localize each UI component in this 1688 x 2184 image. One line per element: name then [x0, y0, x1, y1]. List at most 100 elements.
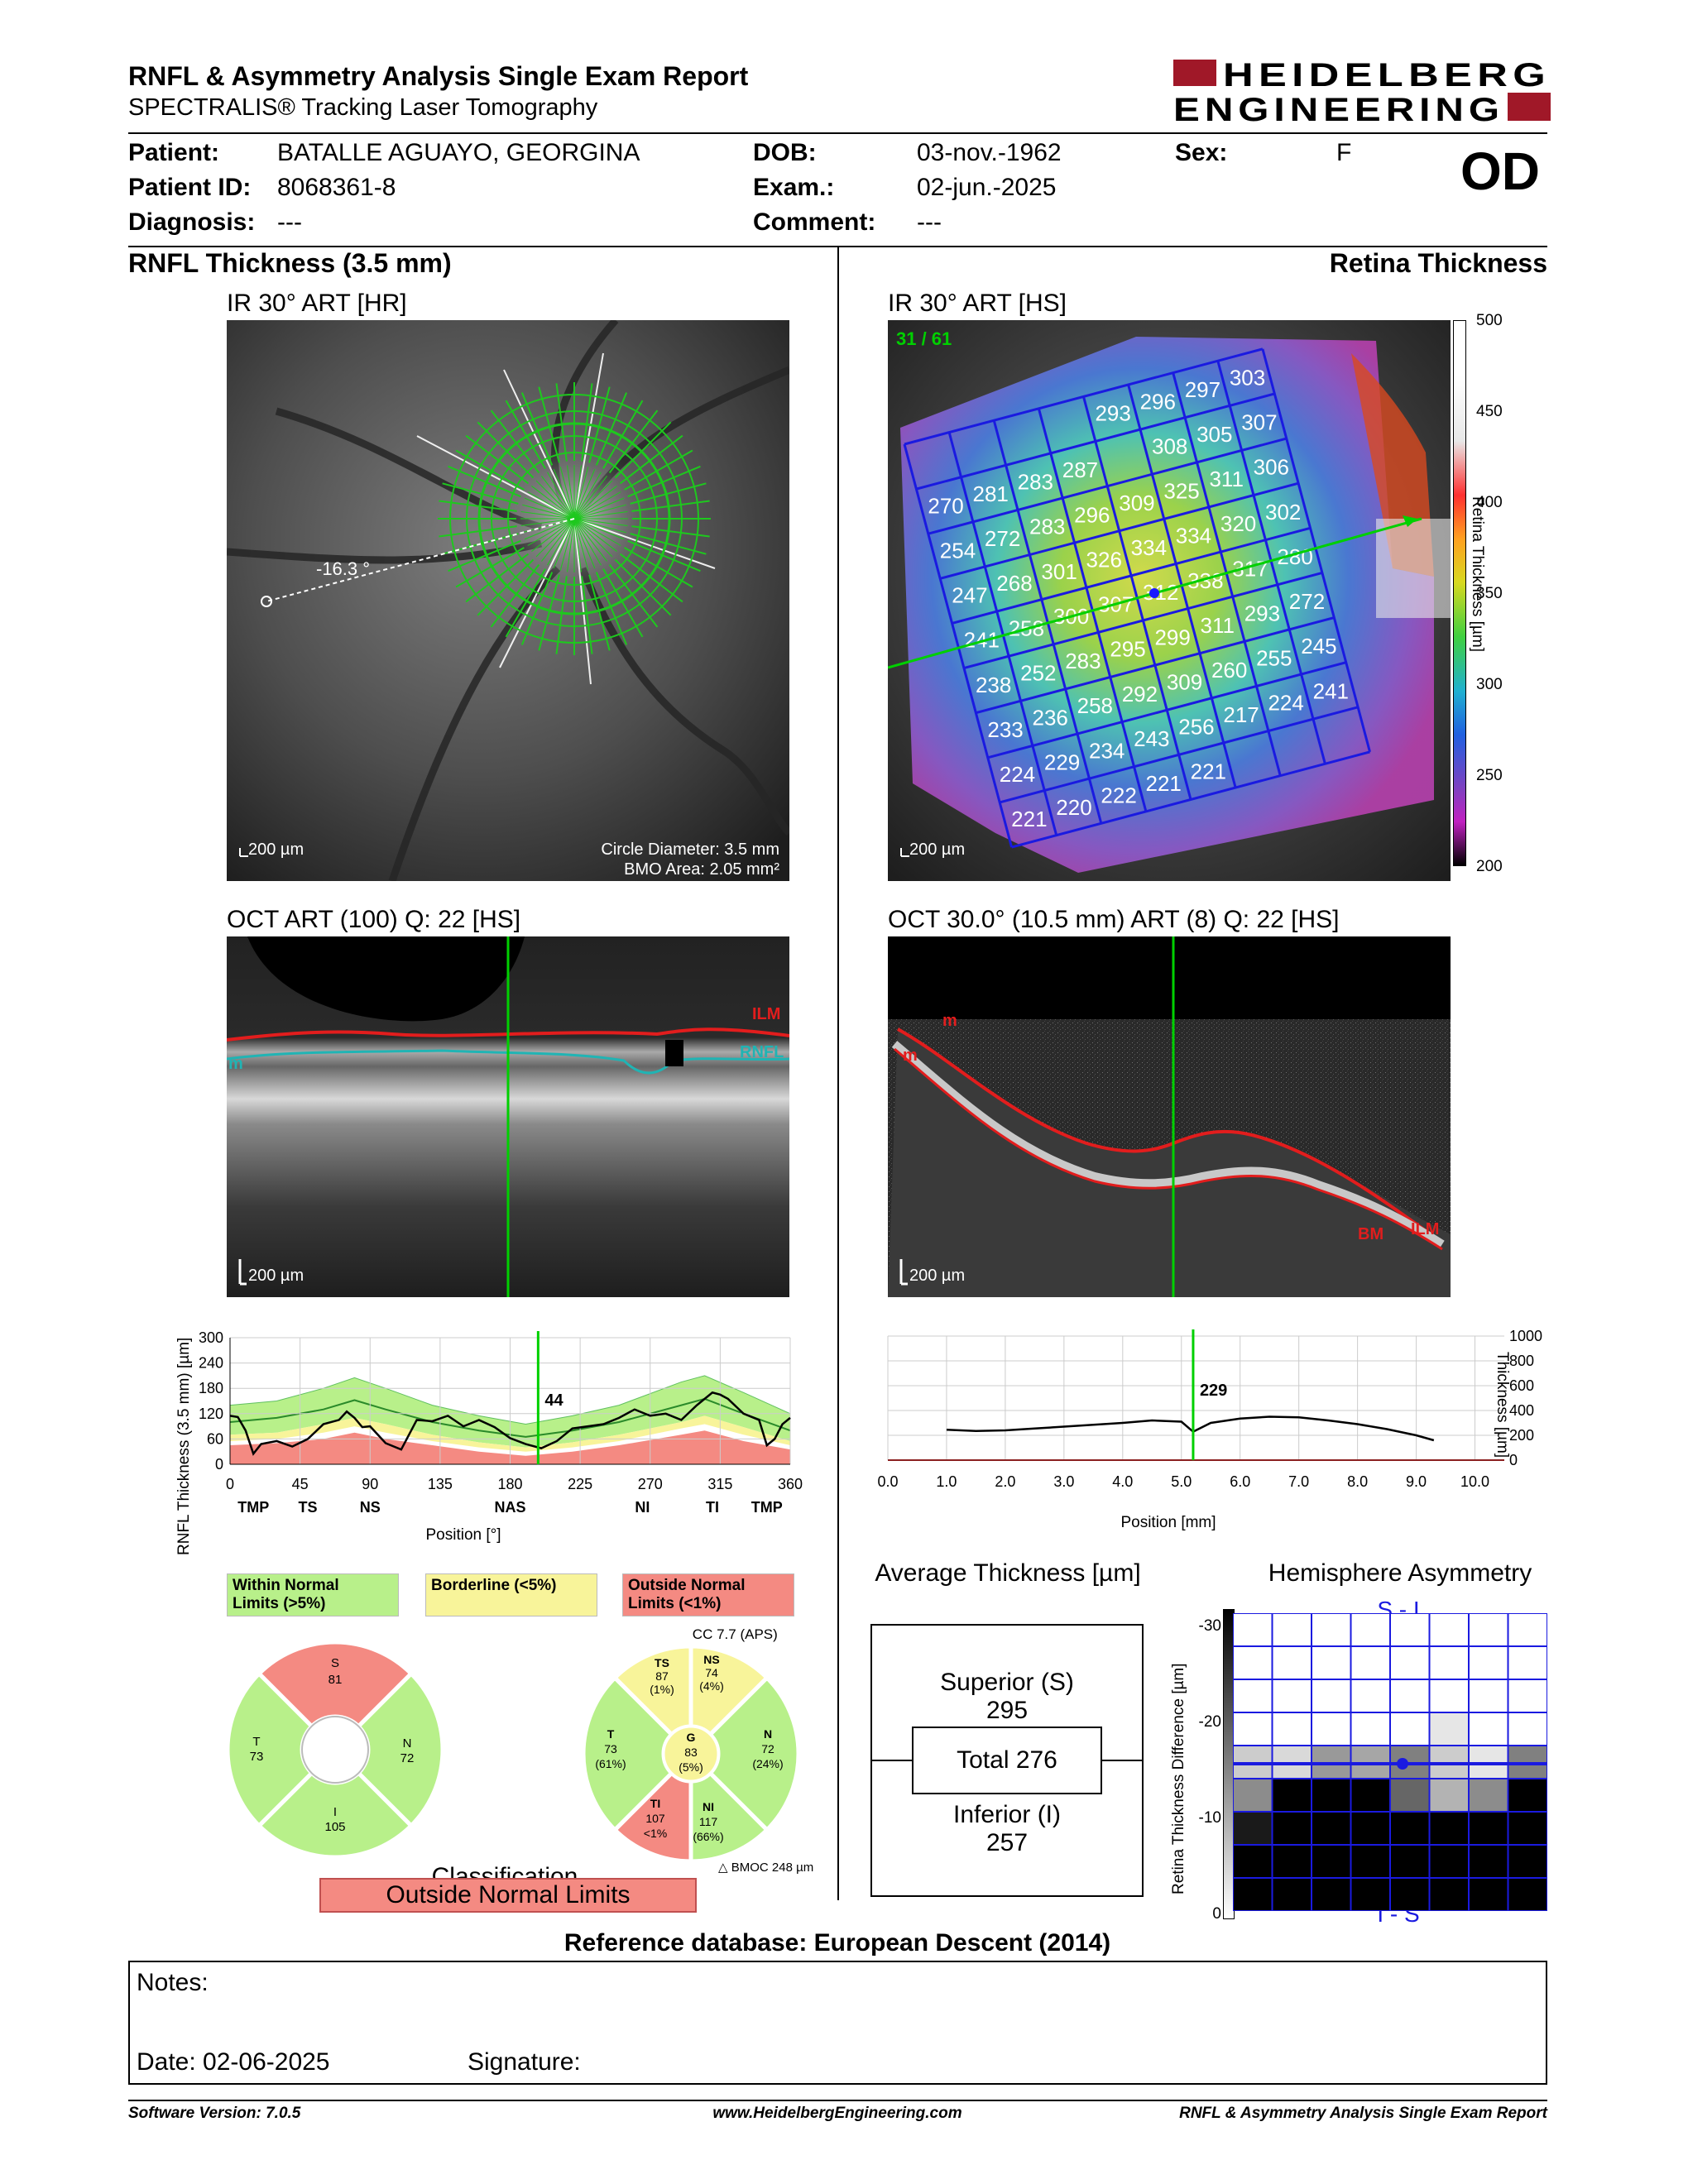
grid-value: 283	[1065, 649, 1101, 673]
y-tick-label: 180	[199, 1380, 223, 1396]
scan-spoke	[477, 558, 535, 616]
scan-spoke-inner	[567, 518, 575, 572]
asym-cell	[1428, 1645, 1470, 1680]
svg-text:ENGINEERING: ENGINEERING	[1173, 92, 1504, 124]
x-tick-label: 135	[428, 1476, 453, 1492]
scan-spoke-inner	[524, 518, 575, 540]
sector-T-detail: T	[607, 1727, 615, 1741]
circle-diameter-label: Circle Diameter: 3.5 mm	[601, 841, 779, 859]
dob-label: DOB:	[753, 139, 817, 166]
scan-spoke	[520, 572, 554, 645]
y-tick-label: 200	[1509, 1427, 1534, 1444]
sector-tick-label: NI	[635, 1499, 650, 1516]
scan-spoke	[505, 400, 546, 469]
notes-box: Notes: Date: 02-06-2025 Signature:	[128, 1961, 1547, 2085]
asym-cell	[1350, 1844, 1391, 1879]
grid-value: 224	[1268, 691, 1303, 716]
grid-value: 221	[1011, 807, 1047, 831]
asym-cell	[1233, 1679, 1273, 1713]
grid-value: 272	[1289, 589, 1325, 614]
sector-T-detail-pct: (61%)	[595, 1757, 626, 1770]
x-tick-label: 6.0	[1230, 1473, 1250, 1490]
asym-cell	[1507, 1613, 1547, 1647]
grid-value: 221	[1146, 771, 1182, 796]
scan-spoke	[627, 539, 701, 572]
x-tick-label: 1.0	[936, 1473, 957, 1490]
scan-spoke-inner	[573, 476, 607, 520]
scan-spoke	[630, 482, 707, 505]
sector-N-detail-value: 72	[761, 1742, 774, 1755]
grid-line	[1261, 348, 1371, 753]
asym-cell	[1428, 1613, 1470, 1647]
grid-value: 307	[1241, 410, 1277, 435]
sector-T-value: 73	[250, 1750, 264, 1764]
x-tick-label: 90	[362, 1476, 378, 1492]
grid-value: 281	[973, 481, 1009, 506]
x-tick-label: 270	[638, 1476, 663, 1492]
scan-spoke-inner	[547, 472, 575, 520]
scan-spoke-inner	[573, 518, 626, 534]
asym-cell	[1389, 1613, 1431, 1647]
scan-spoke-inner	[573, 518, 613, 558]
m-label-right-2: m	[903, 1046, 918, 1065]
asym-cell	[1468, 1712, 1509, 1746]
bmo-area-label: BMO Area: 2.05 mm²	[624, 860, 779, 879]
m-label-left: m	[228, 1055, 243, 1073]
y-tick-label: 300	[199, 1329, 223, 1346]
colorbar-tick: 300	[1476, 676, 1503, 693]
x-tick-label: 180	[497, 1476, 522, 1492]
scan-spoke	[439, 500, 517, 512]
sector-tick-label: TS	[299, 1499, 318, 1516]
scan-spoke	[465, 553, 530, 603]
grid-value: 293	[1244, 601, 1280, 625]
retina-thickness-chart: 0 200 400 600 800 1000 0.0 1.0 2.0 3.0 4.0 5.0 6.0 7.…	[877, 1328, 1542, 1490]
scan-spoke-inner	[573, 518, 589, 571]
asym-cell	[1350, 1778, 1391, 1813]
footer-report-name: RNFL & Asymmetry Analysis Single Exam Re…	[1179, 2105, 1547, 2122]
scan-spoke-inner	[553, 468, 575, 520]
scan-spoke	[490, 563, 540, 628]
sector-NS-pct: (4%)	[699, 1679, 724, 1693]
signature-label: Signature:	[468, 2048, 581, 2076]
grid-value: 270	[928, 493, 963, 518]
scan-spoke	[619, 434, 683, 485]
y-tick-label: 1000	[1509, 1328, 1542, 1344]
scan-spoke	[442, 482, 519, 505]
y-tick-label: 600	[1509, 1377, 1534, 1394]
rnfl-thickness-chart: 0 60 120 180 240 300 0 45 90 135 180 225 270 315 360 TM…	[199, 1329, 803, 1516]
sector-T: T	[252, 1735, 260, 1749]
scan-spoke-inner	[573, 518, 582, 572]
inferior-thickness: Inferior (I) 257	[952, 1801, 1062, 1856]
sector-TI-pct: <1%	[644, 1827, 667, 1840]
asym-cell	[1311, 1613, 1352, 1647]
grid-value: 303	[1230, 365, 1265, 390]
total-thickness: Total 276	[912, 1727, 1102, 1794]
scan-spoke-inner	[573, 467, 589, 520]
grid-line	[1216, 360, 1326, 764]
colorbar-label: Retina Thickness [µm]	[1469, 496, 1486, 652]
grid-value: 297	[1185, 377, 1220, 402]
scan-spoke	[538, 574, 560, 651]
scan-spoke-inner	[559, 467, 575, 520]
asym-axis-label: Retina Thickness Difference [µm]	[1170, 1663, 1187, 1894]
asym-cell	[1271, 1844, 1312, 1879]
asym-cell	[1468, 1613, 1509, 1647]
average-box: Superior (S) 295 Total 276 Inferior (I) 25…	[870, 1624, 1144, 1897]
scan-spoke-inner	[535, 518, 575, 558]
sector-tick-label: NAS	[494, 1499, 525, 1516]
scan-spoke	[602, 568, 644, 638]
scan-spoke-inner	[573, 468, 596, 520]
x-tick-label: 360	[778, 1476, 803, 1492]
grid-value: 292	[1122, 682, 1158, 706]
scan-spoke	[520, 392, 554, 466]
x-tick-label: 0	[226, 1476, 234, 1492]
scan-spoke	[614, 558, 672, 616]
slice-counter: 31 / 61	[896, 328, 952, 349]
sector-I-value: 105	[324, 1820, 345, 1834]
asym-cell	[1311, 1778, 1352, 1813]
colorbar-tick: 350	[1476, 585, 1503, 602]
asymmetry-grid	[1233, 1613, 1547, 1911]
asym-cell	[1271, 1811, 1312, 1846]
grid-value: 338	[1187, 568, 1223, 593]
